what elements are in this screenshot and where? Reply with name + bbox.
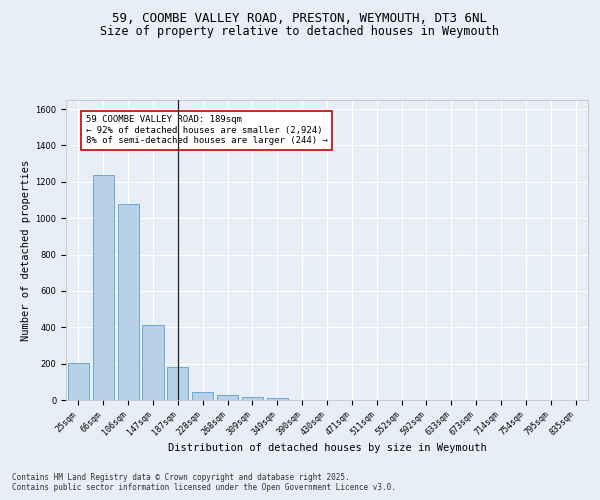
Bar (267, 398, 288, 400)
Bar (93, 176, 114, 400)
Bar (242, 396, 263, 400)
Bar (68, 362, 89, 400)
Bar (167, 368, 188, 400)
Text: 59 COOMBE VALLEY ROAD: 189sqm
← 92% of detached houses are smaller (2,924)
8% of: 59 COOMBE VALLEY ROAD: 189sqm ← 92% of d… (86, 116, 328, 146)
Text: 59, COOMBE VALLEY ROAD, PRESTON, WEYMOUTH, DT3 6NL: 59, COOMBE VALLEY ROAD, PRESTON, WEYMOUT… (113, 12, 487, 26)
Text: Contains public sector information licensed under the Open Government Licence v3: Contains public sector information licen… (12, 484, 396, 492)
Y-axis label: Number of detached properties: Number of detached properties (21, 160, 31, 340)
Bar (217, 395, 238, 400)
Text: Size of property relative to detached houses in Weymouth: Size of property relative to detached ho… (101, 25, 499, 38)
Bar (192, 392, 213, 400)
Bar (142, 324, 164, 400)
Bar (118, 204, 139, 400)
X-axis label: Distribution of detached houses by size in Weymouth: Distribution of detached houses by size … (167, 443, 487, 453)
Text: Contains HM Land Registry data © Crown copyright and database right 2025.: Contains HM Land Registry data © Crown c… (12, 474, 350, 482)
